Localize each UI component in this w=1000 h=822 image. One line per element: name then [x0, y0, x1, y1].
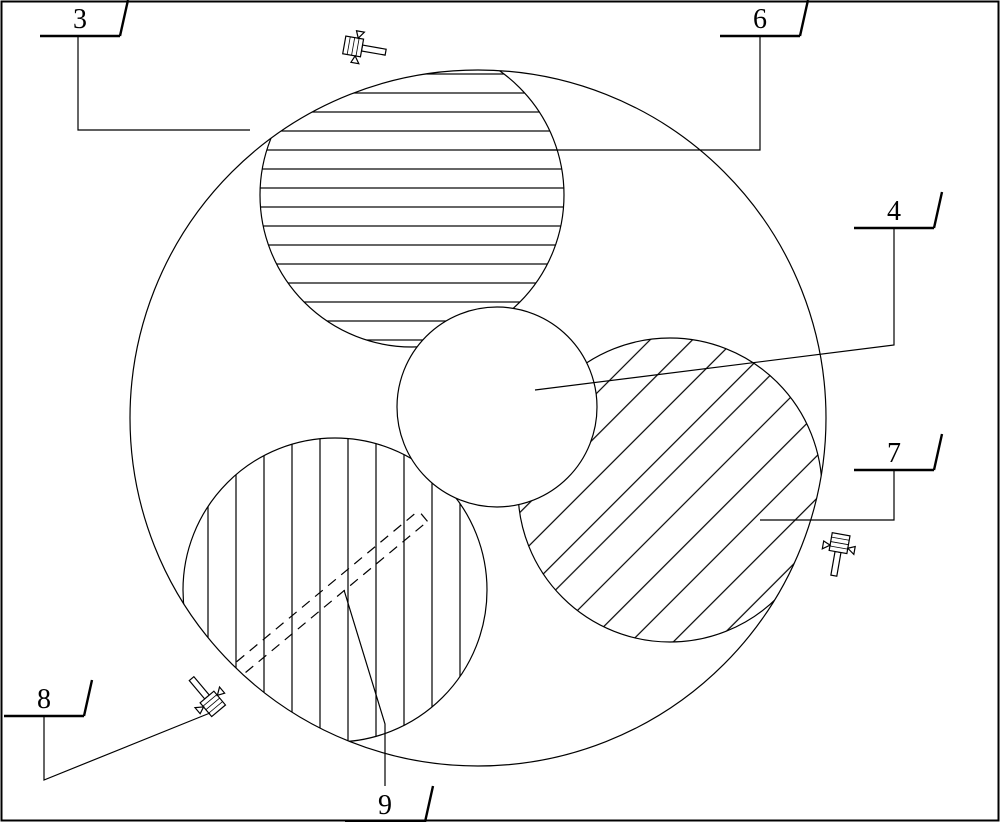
leader-8 [44, 713, 210, 780]
callout-number-9: 9 [378, 790, 392, 821]
callout-number-4: 4 [887, 196, 901, 227]
callout-number-6: 6 [753, 4, 767, 35]
tab-left [179, 668, 231, 721]
callout-number-7: 7 [887, 438, 901, 469]
center-hole [397, 307, 597, 507]
callout-number-8: 8 [37, 684, 51, 715]
tab-right [818, 531, 857, 578]
callout-number-3: 3 [73, 4, 87, 35]
leader-3 [78, 36, 250, 130]
hatched-hole-top [260, 43, 564, 347]
tab-top [341, 29, 388, 68]
